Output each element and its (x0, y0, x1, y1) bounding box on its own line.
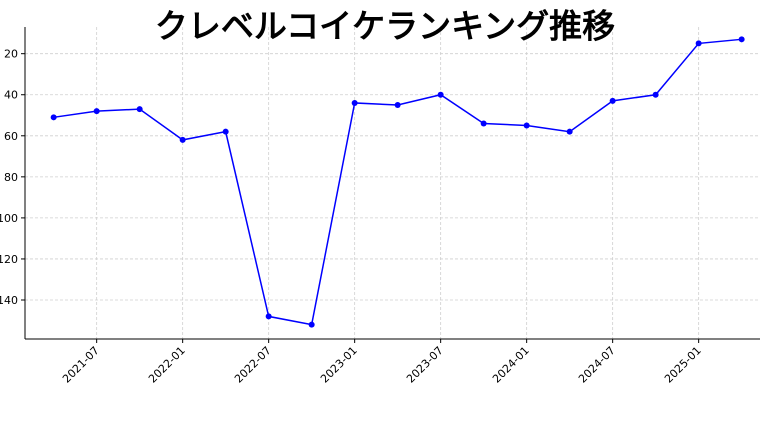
x-tick-label: 2024-07 (576, 344, 618, 386)
x-tick-label: 2022-01 (146, 344, 188, 386)
x-tick-label: 2022-07 (232, 344, 274, 386)
y-tick-label: 100 (0, 212, 18, 225)
x-tick-label: 2021-07 (60, 344, 102, 386)
data-point (265, 313, 272, 320)
data-point (50, 114, 57, 121)
data-point (308, 321, 315, 328)
y-tick-label: 20 (4, 48, 18, 61)
data-point (566, 128, 573, 135)
y-tick-label: 60 (4, 130, 18, 143)
x-tick-label: 2023-01 (318, 344, 360, 386)
data-point (179, 136, 186, 143)
data-point (695, 40, 702, 47)
y-tick-label: 140 (0, 294, 18, 307)
data-point (480, 120, 487, 127)
data-point (222, 128, 229, 135)
data-point (437, 91, 444, 98)
y-tick-label: 120 (0, 253, 18, 266)
data-point (738, 36, 745, 43)
data-point (136, 106, 143, 113)
x-tick-label: 2025-01 (662, 344, 704, 386)
y-tick-label: 80 (4, 171, 18, 184)
data-point (394, 102, 401, 108)
series-line (53, 38, 742, 326)
x-tick-label: 2024-01 (490, 344, 532, 386)
grid-layer: 20 40 60 80 100 120 140 2021-07 2022-01 2022-07 20… (0, 27, 760, 386)
data-point (523, 122, 530, 129)
marks-layer (50, 36, 745, 328)
y-tick-label: 40 (4, 89, 18, 102)
x-tick-label: 2023-07 (404, 344, 446, 386)
chart-title: クレベルコイケランキング推移 (155, 7, 615, 46)
data-point (609, 97, 616, 104)
data-point (93, 108, 100, 115)
data-point (351, 99, 358, 106)
data-point (652, 91, 659, 98)
